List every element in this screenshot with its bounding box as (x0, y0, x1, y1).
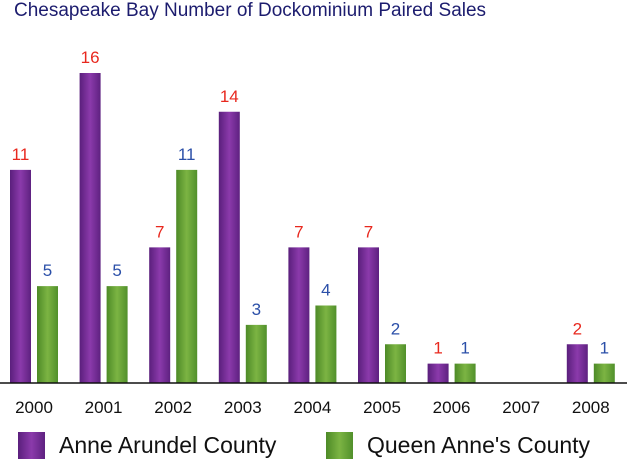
data-label-anne-arundel-2008: 2 (573, 319, 582, 338)
bar-queen-annes-2000 (37, 286, 58, 383)
data-label-anne-arundel-2002: 7 (155, 222, 164, 241)
legend-swatch-queen-annes (326, 432, 353, 459)
x-tick-label-2004: 2004 (293, 398, 331, 417)
bar-queen-annes-2008 (593, 363, 615, 383)
x-tick-label-2002: 2002 (154, 398, 192, 417)
data-label-anne-arundel-2004: 7 (294, 222, 303, 241)
bar-queen-annes-2001 (106, 286, 128, 383)
bar-anne-arundel-2008 (566, 344, 588, 383)
data-label-anne-arundel-2001: 16 (81, 48, 100, 67)
data-label-queen-annes-2008: 1 (600, 339, 609, 358)
x-tick-label-2006: 2006 (433, 398, 471, 417)
chart-title: Chesapeake Bay Number of Dockominium Pai… (14, 0, 487, 21)
data-label-queen-annes-2003: 3 (252, 300, 261, 319)
data-label-queen-annes-2006: 1 (460, 339, 469, 358)
legend-item-anne-arundel: Anne Arundel County (18, 428, 276, 463)
data-label-anne-arundel-2003: 14 (220, 87, 239, 106)
x-tick-label-2001: 2001 (85, 398, 123, 417)
bar-queen-annes-2004 (315, 305, 337, 383)
x-tick-label-2003: 2003 (224, 398, 262, 417)
bar-anne-arundel-2000 (10, 169, 31, 383)
x-tick-label-2007: 2007 (502, 398, 540, 417)
bar-anne-arundel-2004 (288, 247, 310, 383)
data-label-queen-annes-2004: 4 (321, 281, 330, 300)
bar-anne-arundel-2003 (218, 111, 240, 383)
legend-item-queen-annes: Queen Anne's County (326, 428, 590, 463)
data-label-queen-annes-2001: 5 (112, 261, 121, 280)
bar-anne-arundel-2005 (358, 247, 379, 383)
x-tick-labels: 2000 2001 2002 2003 2004 2005 2006 2007 2008 (15, 398, 610, 417)
data-label-queen-annes-2002: 11 (178, 145, 196, 164)
bar-queen-annes-2003 (245, 324, 267, 383)
data-label-anne-arundel-2000: 11 (12, 145, 30, 164)
data-label-anne-arundel-2005: 7 (364, 222, 373, 241)
data-label-queen-annes-2000: 5 (43, 261, 52, 280)
bar-anne-arundel-2002 (149, 247, 171, 383)
bar-queen-annes-2002 (176, 169, 198, 383)
legend-label-anne-arundel: Anne Arundel County (59, 432, 277, 458)
x-tick-label-2000: 2000 (15, 398, 53, 417)
bar-anne-arundel-2006 (427, 363, 449, 383)
bar-queen-annes-2006 (454, 363, 476, 383)
legend-swatch-anne-arundel (18, 432, 45, 459)
bar-queen-annes-2005 (385, 344, 406, 383)
bar-anne-arundel-2001 (79, 73, 101, 383)
legend: Anne Arundel County Queen Anne's County (0, 428, 627, 463)
legend-label-queen-annes: Queen Anne's County (367, 432, 591, 458)
x-tick-label-2005: 2005 (363, 398, 401, 417)
x-tick-label-2008: 2008 (572, 398, 610, 417)
data-label-anne-arundel-2006: 1 (433, 339, 442, 358)
data-label-queen-annes-2005: 2 (391, 319, 400, 338)
